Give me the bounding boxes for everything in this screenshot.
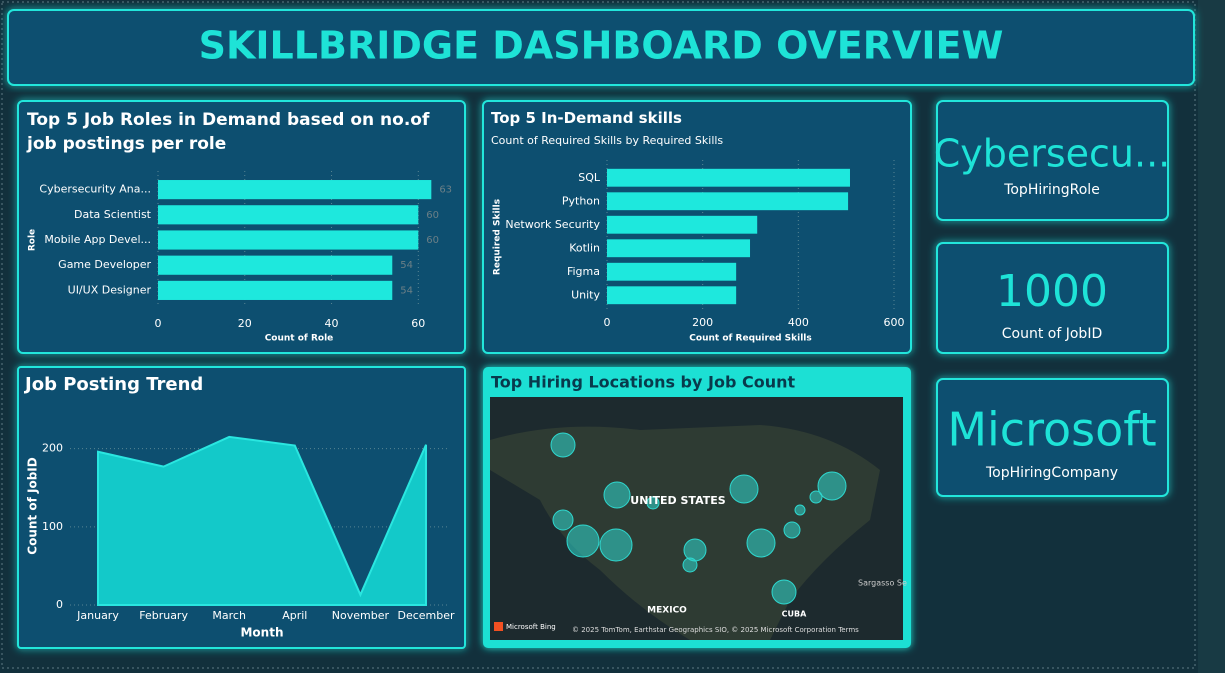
area bbox=[97, 435, 427, 606]
y-tick-label: SQL bbox=[578, 171, 601, 184]
card-label: TopHiringRole bbox=[1003, 182, 1100, 198]
card-value: Cybersecu... bbox=[934, 132, 1171, 176]
x-tick-label: 40 bbox=[325, 317, 339, 330]
y-tick-label: Cybersecurity Ana... bbox=[39, 183, 151, 196]
y-tick-label: 200 bbox=[42, 442, 63, 455]
y-tick-label: Python bbox=[562, 194, 600, 207]
x-tick-label: 20 bbox=[238, 317, 252, 330]
map-provider: Microsoft Bing bbox=[506, 623, 556, 631]
header-title: SKILLBRIDGE DASHBOARD OVERVIEW bbox=[199, 24, 1004, 68]
card bbox=[936, 242, 1169, 354]
card bbox=[936, 378, 1169, 497]
data-label: 54 bbox=[400, 285, 413, 296]
x-tick-label: November bbox=[332, 609, 390, 622]
bar bbox=[158, 230, 419, 250]
bar bbox=[607, 286, 737, 305]
data-label: 60 bbox=[426, 235, 439, 246]
x-tick-label: 0 bbox=[604, 316, 611, 329]
x-tick-label: March bbox=[212, 609, 246, 622]
header-box bbox=[7, 9, 1195, 86]
y-tick-label: Network Security bbox=[505, 218, 600, 231]
bar bbox=[158, 205, 419, 225]
bar bbox=[607, 215, 758, 234]
chart-title: Top 5 Job Roles in Demand based on no.of… bbox=[26, 110, 430, 154]
data-label: 63 bbox=[439, 185, 452, 196]
y-axis-label: Role bbox=[28, 229, 38, 251]
y-tick-label: UI/UX Designer bbox=[68, 283, 152, 296]
x-tick-label: December bbox=[397, 609, 455, 622]
card-label: TopHiringCompany bbox=[985, 465, 1118, 481]
y-axis-label: Required Skills bbox=[493, 199, 503, 275]
y-tick-label: Unity bbox=[571, 288, 600, 301]
card-label: Count of JobID bbox=[1002, 326, 1102, 342]
chart-title: Top 5 In-Demand skills bbox=[491, 109, 682, 127]
card bbox=[936, 100, 1169, 221]
y-tick-label: Figma bbox=[567, 265, 600, 278]
chart-title: Job Posting Trend bbox=[23, 374, 203, 395]
map-label: UNITED STATES bbox=[630, 494, 725, 507]
y-tick-label: 100 bbox=[42, 520, 63, 533]
card-value: Microsoft bbox=[947, 403, 1156, 457]
data-label: 54 bbox=[400, 260, 413, 271]
bar bbox=[607, 192, 849, 211]
bar bbox=[158, 255, 393, 275]
map-label: Sargasso Se bbox=[858, 579, 907, 588]
page-border bbox=[1, 1, 1196, 669]
x-axis-label: Count of Role bbox=[265, 334, 334, 344]
y-tick-label: Game Developer bbox=[58, 258, 151, 271]
card-value: 1000 bbox=[996, 266, 1108, 317]
map-label: MEXICO bbox=[647, 606, 687, 616]
map-bubbles bbox=[550, 432, 847, 605]
data-label: 60 bbox=[426, 210, 439, 221]
chart-subtitle: Count of Required Skills by Required Ski… bbox=[491, 134, 723, 147]
x-tick-label: 400 bbox=[788, 316, 809, 329]
x-tick-label: 60 bbox=[411, 317, 425, 330]
side-strip bbox=[1198, 0, 1225, 673]
y-axis-label: Count of JobID bbox=[26, 457, 40, 554]
x-tick-label: 600 bbox=[884, 316, 905, 329]
bar bbox=[607, 262, 737, 281]
x-tick-label: January bbox=[76, 609, 119, 622]
y-tick-label: 0 bbox=[56, 598, 63, 611]
bar bbox=[158, 180, 432, 200]
bar bbox=[158, 280, 393, 300]
bing-logo bbox=[494, 622, 503, 631]
bar bbox=[607, 168, 850, 187]
x-tick-label: February bbox=[139, 609, 188, 622]
x-tick-label: 0 bbox=[155, 317, 162, 330]
map-title: Top Hiring Locations by Job Count bbox=[491, 373, 795, 392]
x-tick-label: April bbox=[282, 609, 307, 622]
y-tick-label: Data Scientist bbox=[74, 208, 152, 221]
y-tick-label: Mobile App Devel... bbox=[44, 233, 151, 246]
x-tick-label: 200 bbox=[692, 316, 713, 329]
bar bbox=[607, 239, 751, 258]
x-axis-label: Month bbox=[240, 626, 283, 640]
y-tick-label: Kotlin bbox=[569, 241, 600, 254]
x-axis-label: Count of Required Skills bbox=[689, 334, 811, 344]
map-label: CUBA bbox=[782, 610, 807, 619]
map-attribution: © 2025 TomTom, Earthstar Geographics SIO… bbox=[572, 626, 859, 634]
